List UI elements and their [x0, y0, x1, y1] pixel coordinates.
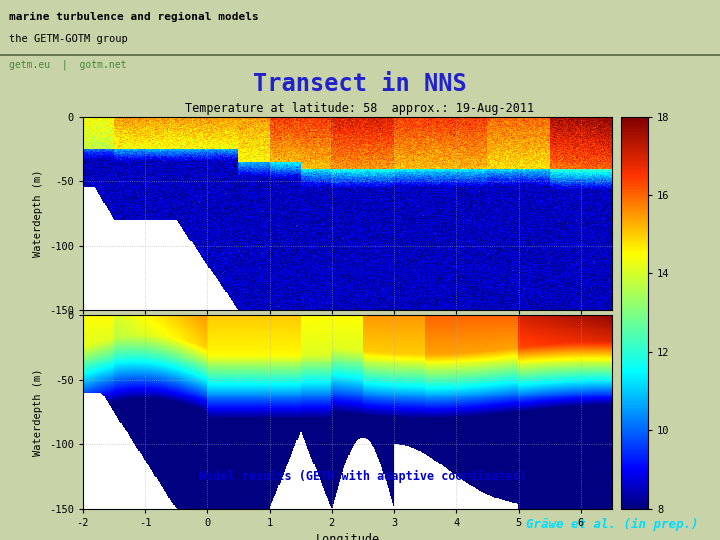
Text: Transect in NNS: Transect in NNS — [253, 72, 467, 96]
Y-axis label: Waterdepth (m): Waterdepth (m) — [33, 368, 43, 456]
Text: marine turbulence and regional models: marine turbulence and regional models — [9, 12, 258, 22]
Y-axis label: Waterdepth (m): Waterdepth (m) — [33, 170, 43, 257]
Text: getm.eu  |  gotm.net: getm.eu | gotm.net — [9, 59, 126, 70]
Text: Gräwe et al. (in prep.): Gräwe et al. (in prep.) — [526, 518, 698, 531]
Text: the GETM-GOTM group: the GETM-GOTM group — [9, 33, 127, 44]
X-axis label: Longitude: Longitude — [315, 534, 379, 540]
Text: Temperature at latitude: 58  approx.: 19-Aug-2011: Temperature at latitude: 58 approx.: 19-… — [186, 102, 534, 115]
Text: Model results (GETM with adaptive coordinates): Model results (GETM with adaptive coordi… — [199, 470, 527, 483]
Text: Observations (Scanfish data from BSH): Observations (Scanfish data from BSH) — [242, 265, 505, 278]
